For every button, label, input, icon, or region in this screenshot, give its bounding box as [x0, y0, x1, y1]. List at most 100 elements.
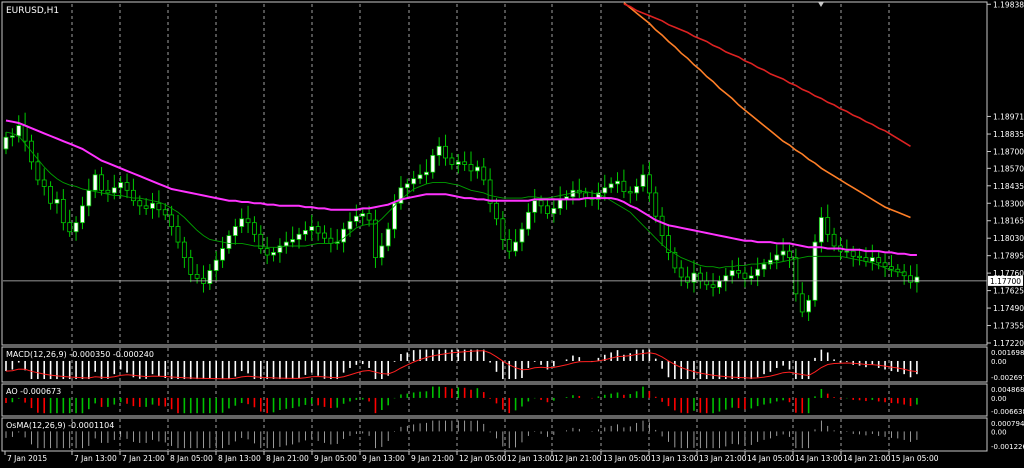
- candle-body: [768, 259, 773, 265]
- candle-body: [41, 179, 47, 187]
- osma-axis-label: 0.000794: [991, 420, 1024, 428]
- candle-body: [908, 275, 913, 283]
- candle-body: [494, 202, 499, 220]
- candle-body: [557, 198, 563, 209]
- candle-body: [717, 280, 722, 288]
- candle-body: [436, 145, 442, 156]
- macd-axis-label: 0.00: [991, 358, 1007, 366]
- candle-body: [691, 272, 697, 283]
- osma-panel-marks: [5, 420, 918, 449]
- candle-body: [901, 271, 907, 277]
- price-tick-label: 1.18030: [993, 234, 1024, 243]
- candle-body: [818, 217, 824, 243]
- candle-body: [105, 189, 111, 194]
- price-tick-label: 1.17490: [993, 304, 1024, 313]
- ao-panel[interactable]: AO -0.000673: [1, 383, 988, 417]
- candle-body: [156, 202, 162, 211]
- time-tick-label: 7 Jan 2015: [7, 454, 47, 463]
- candle-body: [793, 257, 799, 295]
- time-tick-label: 13 Jan 21:00: [699, 454, 747, 463]
- ao-axis-label: 0.004868: [991, 386, 1024, 394]
- candle-body: [532, 200, 538, 213]
- shift-end-marker-icon[interactable]: [818, 2, 824, 7]
- ao-axis-label: -0.006638: [991, 408, 1024, 416]
- candle-body: [169, 214, 175, 227]
- time-tick-label: 8 Jan 13:00: [218, 454, 261, 463]
- candle-body: [449, 157, 455, 165]
- candle-body: [857, 255, 862, 259]
- osma-title: OsMA(12,26,9) -0.0001104: [6, 421, 114, 430]
- price-tick-label: 1.17760: [993, 269, 1024, 278]
- time-tick-label: 9 Jan 13:00: [362, 454, 405, 463]
- candle-body: [181, 241, 187, 259]
- price-tick-label: 1.17220: [993, 339, 1024, 348]
- candle-body: [118, 182, 124, 189]
- candle-body: [627, 191, 633, 194]
- price-tick-label: 1.18300: [993, 199, 1024, 208]
- candle-body: [869, 257, 875, 262]
- candle-body: [417, 174, 423, 180]
- candle-body: [54, 198, 60, 204]
- osma-panel-frame: [1, 417, 988, 452]
- candle-body: [150, 202, 155, 209]
- candle-body: [634, 186, 640, 194]
- macd-axis-label: -0.002697: [991, 374, 1024, 382]
- time-tick-label: 7 Jan 13:00: [74, 454, 117, 463]
- price-tick-label: 1.17895: [993, 252, 1024, 261]
- candle-body: [780, 250, 786, 256]
- candle-body: [672, 252, 678, 269]
- candle-body: [213, 259, 219, 271]
- candle-body: [659, 215, 665, 237]
- candle-body: [92, 174, 98, 191]
- macd-panel[interactable]: MACD(12,26,9) -0.000350 -0.000240: [1, 346, 988, 383]
- candle-body: [67, 222, 73, 233]
- candle-body: [481, 166, 487, 181]
- main-panel[interactable]: EURUSD,H1: [1, 1, 988, 346]
- candle-body: [296, 233, 302, 240]
- macd-panel-marks: [5, 349, 918, 380]
- candle-body: [538, 200, 544, 207]
- candle-body: [366, 213, 372, 221]
- candle-body: [48, 186, 53, 204]
- candle-body: [806, 299, 812, 313]
- candle-body: [787, 250, 792, 259]
- price-axis[interactable]: 1.19838 1.18971 1.18835 1.18700 1.18570 1.184…: [987, 0, 1024, 451]
- candle-body: [697, 272, 703, 282]
- candle-body: [850, 250, 856, 257]
- candle-body: [232, 226, 238, 237]
- candle-body: [774, 254, 780, 261]
- candle-body: [825, 217, 831, 235]
- candle-body: [831, 233, 837, 247]
- candle-body: [271, 252, 276, 256]
- time-tick-label: 8 Jan 05:00: [170, 454, 213, 463]
- candle-body: [252, 222, 257, 235]
- candle-body: [392, 202, 397, 230]
- candle-body: [290, 239, 296, 243]
- candle-body: [175, 226, 181, 243]
- candle-body: [322, 232, 327, 239]
- osma-panel[interactable]: OsMA(12,26,9) -0.0001104: [1, 417, 988, 452]
- candle-body: [143, 205, 149, 209]
- candle-body: [220, 248, 225, 261]
- ma-slow-red-line: [623, 3, 911, 147]
- time-tick-label: 8 Jan 21:00: [266, 454, 309, 463]
- candle-body: [404, 183, 410, 189]
- price-tick-label: 1.17625: [993, 287, 1024, 296]
- current-price-label: 1.17700: [990, 277, 1021, 286]
- candle-body: [360, 213, 366, 217]
- candle-body: [283, 241, 289, 247]
- candle-body: [748, 275, 754, 279]
- time-axis[interactable]: 7 Jan 2015 7 Jan 13:00 7 Jan 21:00 8 Jan 05…: [4, 451, 939, 463]
- candle-body: [621, 180, 627, 193]
- macd-title: MACD(12,26,9) -0.000350 -0.000240: [6, 350, 154, 359]
- candle-body: [80, 205, 85, 224]
- candle-body: [799, 293, 805, 313]
- candle-body: [729, 270, 735, 277]
- candle-body: [124, 182, 130, 191]
- candle-body: [73, 222, 79, 233]
- candle-body: [513, 241, 518, 252]
- candle-body: [302, 230, 308, 235]
